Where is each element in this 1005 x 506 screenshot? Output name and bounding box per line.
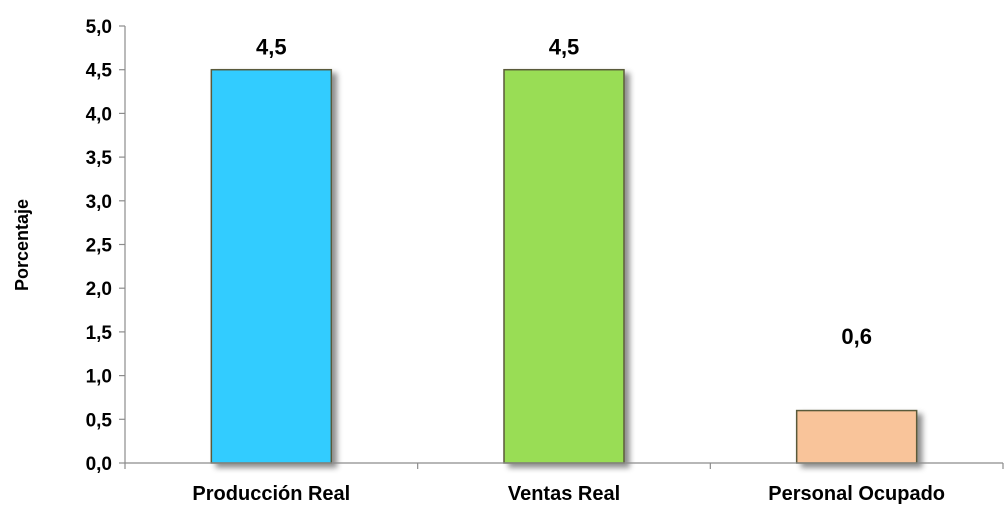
y-tick-label: 4,0 [86,104,112,125]
data-label: 0,6 [841,324,872,349]
y-tick-label: 5,0 [86,17,112,38]
y-tick-label: 1,0 [86,367,112,388]
category-label: Producción Real [192,483,350,505]
y-axis-title: Porcentaje [12,199,32,291]
axes-layer [119,25,1004,469]
y-tick-label: 3,5 [86,148,113,169]
bar-3 [795,409,918,464]
y-tick-label: 0,0 [86,454,112,475]
y-tick-label: 2,0 [86,279,112,300]
y-tick-label: 2,5 [86,236,113,257]
category-label: Ventas Real [508,483,620,505]
bars-layer [210,68,918,464]
data-label: 4,5 [549,35,580,60]
y-tick-label: 0,5 [86,410,113,431]
y-tick-label: 4,5 [86,61,113,82]
data-label: 4,5 [256,35,287,60]
category-label: Personal Ocupado [768,483,945,505]
bar-2 [503,68,625,464]
y-tick-label: 1,5 [86,323,113,344]
labels-layer: Producción Real 4,5 Ventas Real 4,5 Personal… [86,17,945,505]
bar-1 [210,68,333,464]
y-tick-label: 3,0 [86,192,112,213]
